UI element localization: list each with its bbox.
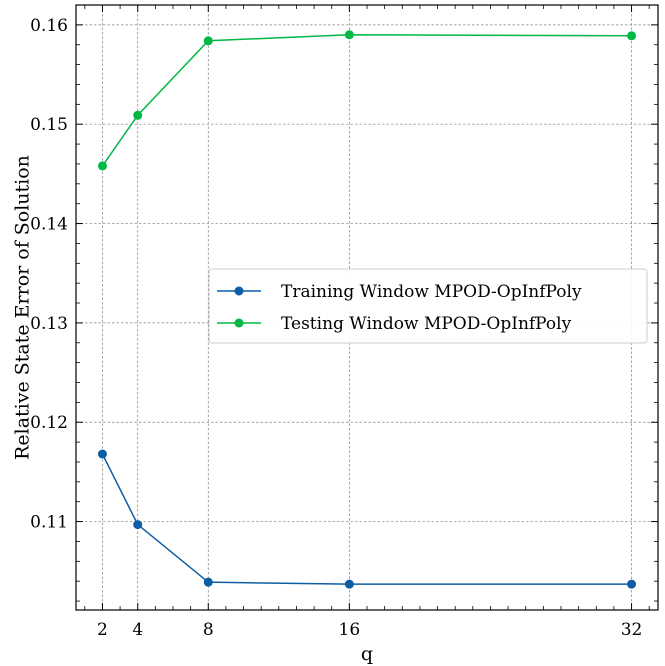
data-point xyxy=(97,161,107,171)
x-tick-label: 4 xyxy=(132,620,143,640)
legend-label: Testing Window MPOD-OpInfPoly xyxy=(281,314,572,334)
tick-labels: 2 4 8 16 32 0.11 0.12 0.13 0.14 0.15 0.16 xyxy=(30,16,642,640)
data-point xyxy=(344,579,354,589)
series-line xyxy=(101,34,632,167)
x-tick-label: 16 xyxy=(339,620,361,640)
x-tick-label: 8 xyxy=(203,620,214,640)
legend-marker xyxy=(234,286,244,296)
legend-marker xyxy=(234,318,244,328)
data-point xyxy=(203,36,213,46)
y-tick-label: 0.14 xyxy=(30,215,68,235)
data-point xyxy=(133,520,143,530)
legend: Training Window MPOD-OpInfPoly Testing Wi… xyxy=(208,268,648,344)
y-tick-label: 0.11 xyxy=(30,513,68,533)
data-point xyxy=(627,579,637,589)
data-point xyxy=(203,577,213,587)
y-tick-label: 0.15 xyxy=(30,115,68,135)
x-tick-label: 32 xyxy=(621,620,643,640)
series-layer xyxy=(97,30,637,589)
y-tick-label: 0.16 xyxy=(30,16,68,36)
y-axis-label: Relative State Error of Solution xyxy=(12,155,34,460)
data-point xyxy=(627,31,637,41)
axis-ticks xyxy=(76,4,658,610)
x-tick-label: 2 xyxy=(97,620,108,640)
series-line xyxy=(101,453,632,585)
data-point xyxy=(97,449,107,459)
data-point xyxy=(344,30,354,40)
x-axis-label: q xyxy=(361,643,373,665)
legend-box xyxy=(208,268,648,344)
y-tick-label: 0.12 xyxy=(30,413,68,433)
y-tick-label: 0.13 xyxy=(30,314,68,334)
data-point xyxy=(133,110,143,120)
legend-label: Training Window MPOD-OpInfPoly xyxy=(281,282,582,302)
